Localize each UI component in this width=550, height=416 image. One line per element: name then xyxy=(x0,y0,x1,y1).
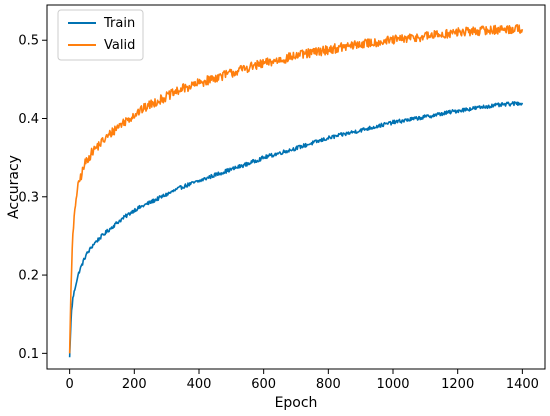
y-axis-label: Accuracy xyxy=(6,155,22,219)
y-tick-label: 0.2 xyxy=(18,269,39,284)
legend-label-valid: Valid xyxy=(104,38,135,53)
series-line-valid xyxy=(68,24,524,354)
x-tick-label: 400 xyxy=(187,377,212,392)
legend-label-train: Train xyxy=(103,16,135,31)
x-tick-label: 0 xyxy=(65,377,73,392)
x-tick-label: 1400 xyxy=(506,377,539,392)
x-tick-label: 800 xyxy=(316,377,341,392)
y-tick-label: 0.3 xyxy=(18,190,39,205)
plot-frame xyxy=(46,4,546,370)
legend: Train Valid xyxy=(57,9,144,61)
x-tick-label: 1200 xyxy=(441,377,474,392)
x-tick-label: 600 xyxy=(251,377,276,392)
x-axis-label: Epoch xyxy=(275,395,318,411)
x-axis-ticks: 0 200 400 600 800 1000 1200 1400 xyxy=(65,369,539,392)
series-line-train xyxy=(68,101,524,358)
y-axis-ticks: 0.1 0.2 0.3 0.4 0.5 xyxy=(18,34,47,362)
x-tick-label: 1000 xyxy=(376,377,409,392)
y-tick-label: 0.5 xyxy=(18,34,39,49)
y-tick-label: 0.4 xyxy=(18,112,39,127)
y-tick-label: 0.1 xyxy=(18,347,39,362)
plot-content xyxy=(68,24,524,358)
x-tick-label: 200 xyxy=(122,377,147,392)
